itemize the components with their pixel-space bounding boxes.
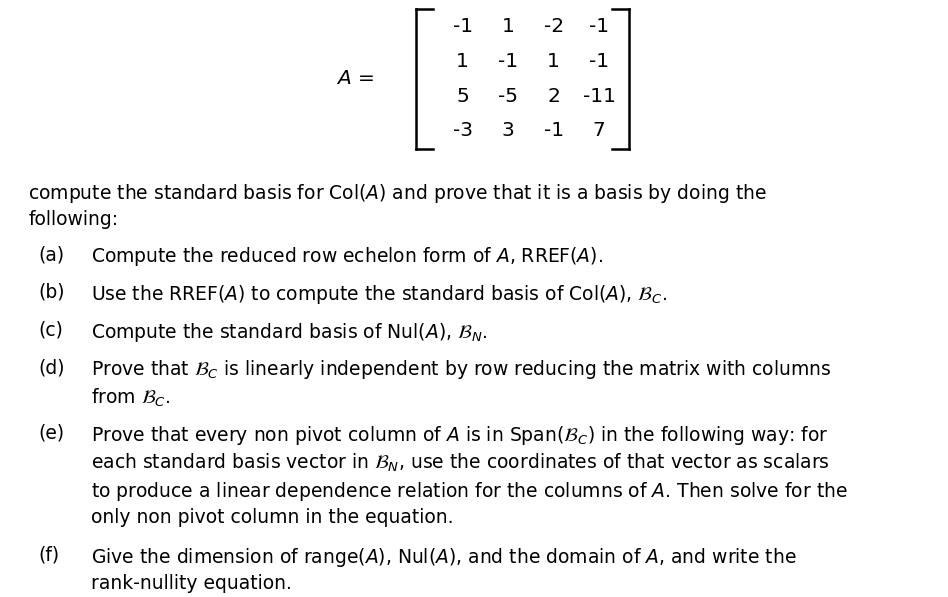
Text: -1: -1 [498,52,519,71]
Text: $A$ =: $A$ = [336,69,374,88]
Text: -1: -1 [589,52,610,71]
Text: -1: -1 [543,121,564,140]
Text: rank-nullity equation.: rank-nullity equation. [91,574,292,593]
Text: -1: -1 [589,17,610,36]
Text: (f): (f) [38,546,59,565]
Text: from $\mathcal{B}_C$.: from $\mathcal{B}_C$. [91,386,171,408]
Text: -3: -3 [452,121,473,140]
Text: to produce a linear dependence relation for the columns of $A$. Then solve for t: to produce a linear dependence relation … [91,480,848,503]
Text: -5: -5 [498,87,519,106]
Text: (c): (c) [38,321,63,340]
Text: (e): (e) [38,424,64,443]
Text: 1: 1 [547,52,560,71]
Text: (a): (a) [38,245,64,264]
Text: 2: 2 [547,87,560,106]
Text: Prove that $\mathcal{B}_C$ is linearly independent by row reducing the matrix wi: Prove that $\mathcal{B}_C$ is linearly i… [91,358,831,381]
Text: only non pivot column in the equation.: only non pivot column in the equation. [91,508,453,527]
Text: -11: -11 [583,87,615,106]
Text: 1: 1 [456,52,469,71]
Text: -2: -2 [543,17,564,36]
Text: 3: 3 [501,121,515,140]
Text: (b): (b) [38,283,64,302]
Text: -1: -1 [452,17,473,36]
Text: 7: 7 [592,121,606,140]
Text: Use the RREF($A$) to compute the standard basis of Col($A$), $\mathcal{B}_C$.: Use the RREF($A$) to compute the standar… [91,283,667,306]
Text: each standard basis vector in $\mathcal{B}_N$, use the coordinates of that vecto: each standard basis vector in $\mathcal{… [91,452,830,474]
Text: 1: 1 [501,17,515,36]
Text: Give the dimension of range($A$), Nul($A$), and the domain of $A$, and write the: Give the dimension of range($A$), Nul($A… [91,546,796,568]
Text: Compute the reduced row echelon form of $A$, RREF($A$).: Compute the reduced row echelon form of … [91,245,603,268]
Text: (d): (d) [38,358,64,377]
Text: 5: 5 [456,87,469,106]
Text: following:: following: [28,210,118,229]
Text: compute the standard basis for Col($A$) and prove that it is a basis by doing th: compute the standard basis for Col($A$) … [28,181,767,205]
Text: Compute the standard basis of Nul($A$), $\mathcal{B}_N$.: Compute the standard basis of Nul($A$), … [91,321,487,343]
Text: Prove that every non pivot column of $A$ is in Span($\mathcal{B}_C$) in the foll: Prove that every non pivot column of $A$… [91,424,829,447]
